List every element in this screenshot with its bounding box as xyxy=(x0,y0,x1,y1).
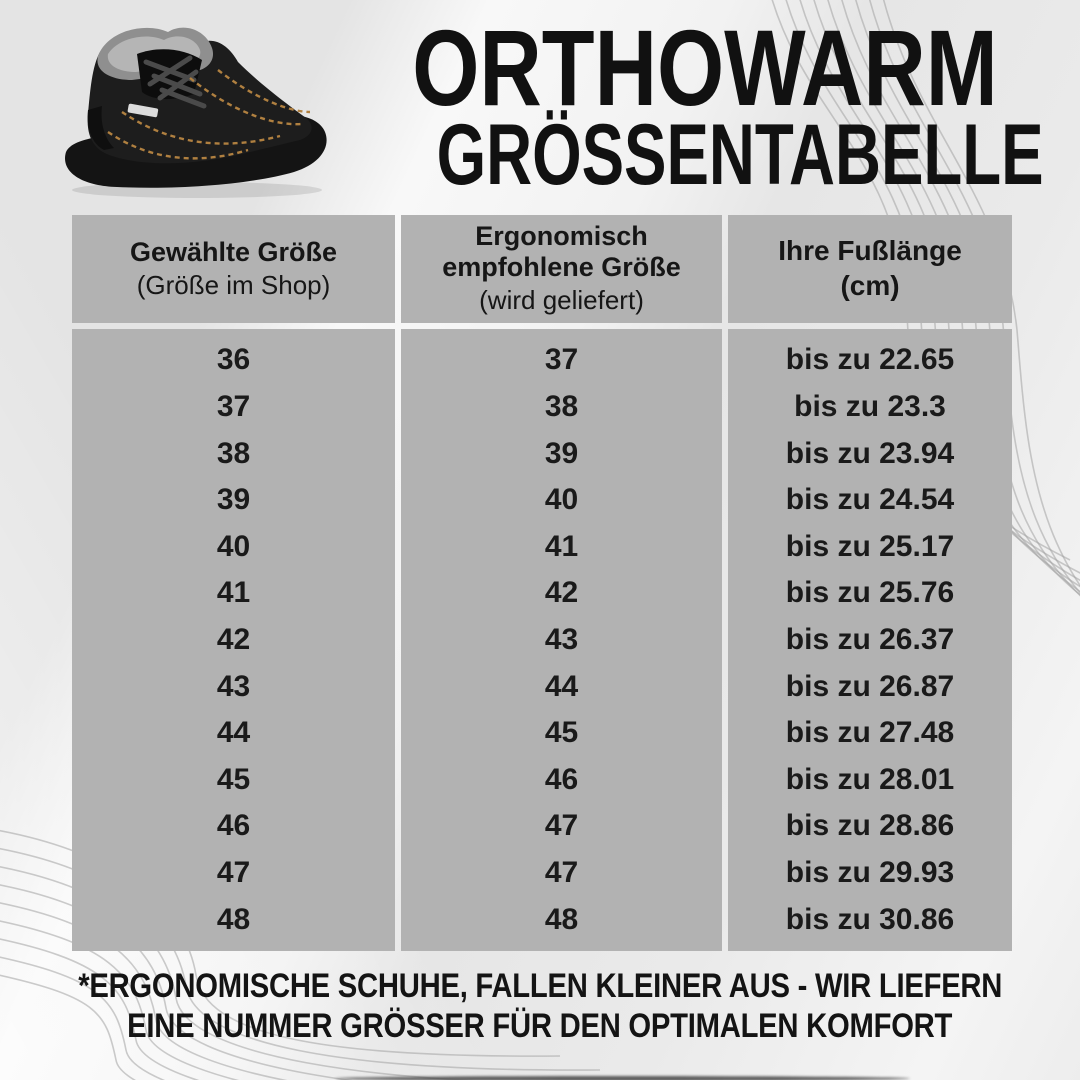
size-cell: bis zu 23.94 xyxy=(785,436,955,470)
cutoff-bottom-element xyxy=(335,1076,910,1080)
size-cell: 40 xyxy=(216,529,251,563)
size-cell: 41 xyxy=(216,576,251,610)
size-table-column-2: 37 38 39 40 41 42 43 44 45 46 47 47 48 xyxy=(401,329,722,951)
page-title-text: GRÖSSENTABELLE xyxy=(436,107,1044,203)
size-cell: 44 xyxy=(216,716,251,750)
footer-line-1-text: *ERGONOMISCHE SCHUHE, FALLEN KLEINER AUS… xyxy=(78,967,1002,1005)
winter-boot-icon xyxy=(65,27,327,198)
footer-note: *ERGONOMISCHE SCHUHE, FALLEN KLEINER AUS… xyxy=(0,966,1080,1046)
size-cell: 48 xyxy=(544,902,579,936)
size-cell: bis zu 28.86 xyxy=(785,809,955,843)
footer-line-2-text: EINE NUMMER GRÖSSER FÜR DEN OPTIMALEN KO… xyxy=(127,1007,953,1046)
size-cell: bis zu 24.54 xyxy=(785,483,955,517)
size-cell: 43 xyxy=(544,622,579,656)
header-main-text: Ihre Fußlänge xyxy=(778,235,962,267)
size-cell: 36 xyxy=(216,343,251,377)
size-table: Gewählte Größe (Größe im Shop) Ergonomis… xyxy=(72,215,1012,951)
size-cell: 38 xyxy=(216,436,251,470)
size-cell: bis zu 25.76 xyxy=(785,576,955,610)
size-cell: bis zu 27.48 xyxy=(785,716,955,750)
header-foot-length: Ihre Fußlänge (cm) xyxy=(728,215,1012,323)
size-cell: bis zu 29.93 xyxy=(785,856,955,889)
size-cell: bis zu 28.01 xyxy=(785,762,955,796)
size-cell: 45 xyxy=(216,762,251,796)
header-sub-text: (cm) xyxy=(840,270,900,302)
header-main-text: Gewählte Größe xyxy=(129,236,338,267)
header-main-text: Ergonomisch empfohlene Größe xyxy=(442,221,681,283)
size-table-header: Gewählte Größe (Größe im Shop) Ergonomis… xyxy=(72,215,1012,323)
size-cell: 39 xyxy=(544,436,579,470)
footer-line-2: EINE NUMMER GRÖSSER FÜR DEN OPTIMALEN KO… xyxy=(0,1006,1080,1046)
size-cell: 38 xyxy=(544,389,579,423)
size-cell: 47 xyxy=(216,856,251,889)
header-sub-text: (Größe im Shop) xyxy=(136,269,331,300)
header-selected-size: Gewählte Größe (Größe im Shop) xyxy=(72,215,395,323)
size-cell: 44 xyxy=(544,669,579,703)
size-cell: 45 xyxy=(544,716,579,750)
size-cell: 41 xyxy=(544,529,579,563)
size-cell: bis zu 30.86 xyxy=(785,902,955,936)
brand-title: ORTHOWARM xyxy=(330,14,1080,122)
header-recommended-size: Ergonomisch empfohlene Größe (wird gelie… xyxy=(401,215,722,323)
size-cell: 48 xyxy=(216,902,251,936)
size-cell: 37 xyxy=(216,389,251,423)
header-sub-text: (wird geliefert) xyxy=(479,285,644,316)
size-table-column-1: 36 37 38 39 40 41 42 43 44 45 46 47 48 xyxy=(72,329,395,951)
size-cell: bis zu 22.65 xyxy=(785,343,955,377)
size-cell: 47 xyxy=(544,856,579,889)
size-cell: 40 xyxy=(544,483,579,517)
poster-title: ORTHOWARM GRÖSSENTABELLE xyxy=(330,14,1080,199)
size-table-column-3: bis zu 22.65 bis zu 23.3 bis zu 23.94 bis z… xyxy=(728,329,1012,951)
size-cell: 37 xyxy=(544,343,579,377)
size-cell: 46 xyxy=(216,809,251,843)
size-cell: bis zu 25.17 xyxy=(785,529,955,563)
size-cell: 47 xyxy=(544,809,579,843)
size-table-body: 36 37 38 39 40 41 42 43 44 45 46 47 48 37 38 39 40 41 42 43… xyxy=(72,329,1012,951)
footer-line-1: *ERGONOMISCHE SCHUHE, FALLEN KLEINER AUS… xyxy=(0,966,1080,1006)
size-cell: 46 xyxy=(544,762,579,796)
size-cell: bis zu 26.87 xyxy=(785,669,955,703)
page-title: GRÖSSENTABELLE xyxy=(330,112,1080,198)
brand-title-text: ORTHOWARM xyxy=(412,7,998,128)
size-cell: 42 xyxy=(544,576,579,610)
size-cell: 39 xyxy=(216,483,251,517)
size-cell: 42 xyxy=(216,622,251,656)
size-cell: bis zu 23.3 xyxy=(794,389,946,423)
product-photo xyxy=(42,14,344,204)
size-cell: bis zu 26.37 xyxy=(785,622,955,656)
size-cell: 43 xyxy=(216,669,251,703)
